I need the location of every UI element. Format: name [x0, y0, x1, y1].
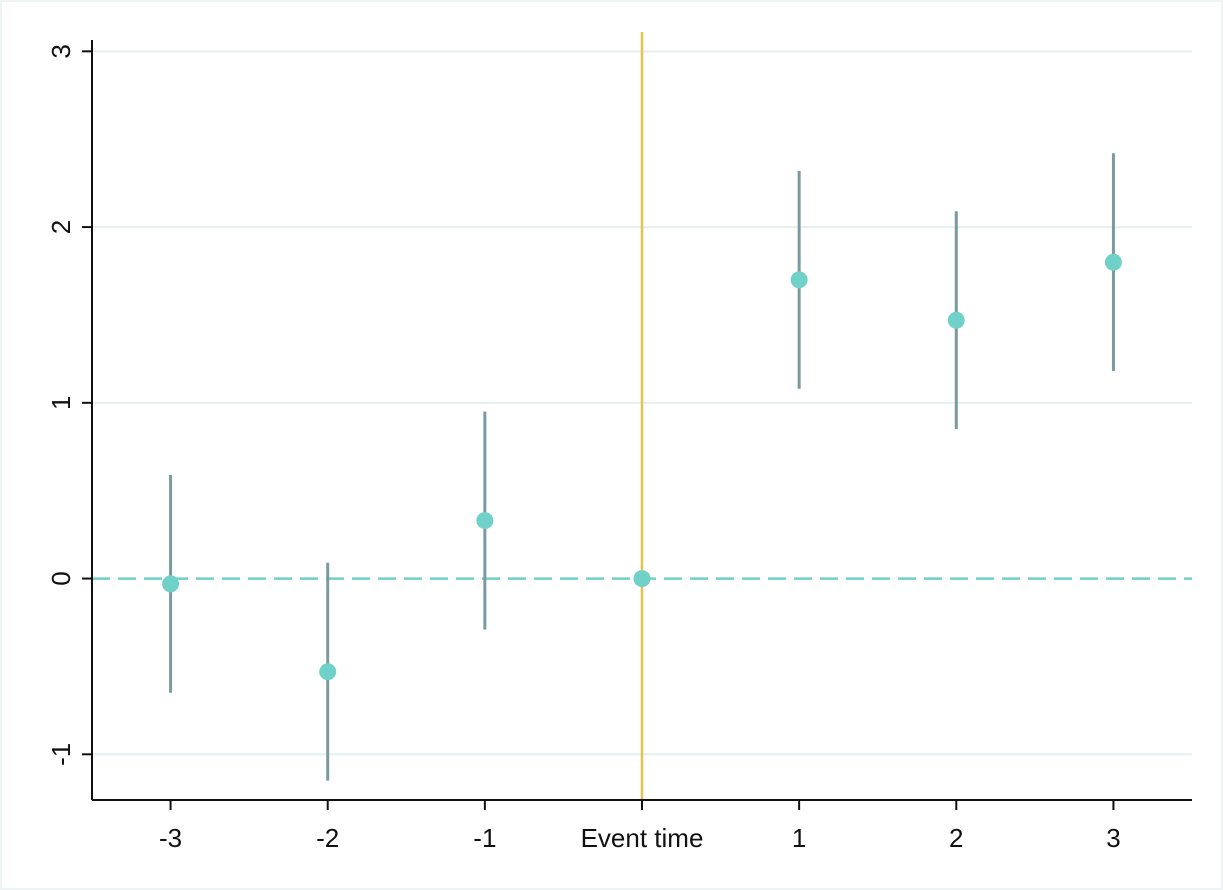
- reference-lines: [92, 32, 1192, 800]
- y-tick-label: 3: [46, 44, 76, 58]
- x-tick-label: -3: [159, 823, 182, 853]
- x-tick-label: -2: [316, 823, 339, 853]
- point-estimates: [162, 253, 1122, 681]
- point-estimate: [1104, 253, 1122, 271]
- x-tick-label: 3: [1106, 823, 1120, 853]
- point-estimate: [790, 271, 808, 289]
- x-tick-label: -1: [473, 823, 496, 853]
- y-tick-label: 0: [46, 571, 76, 585]
- y-tick-label: 1: [46, 396, 76, 410]
- y-tick-label: 2: [46, 220, 76, 234]
- point-estimate: [319, 663, 337, 681]
- point-estimate: [162, 575, 180, 593]
- point-estimate: [947, 311, 965, 329]
- x-tick-label: Event time: [581, 823, 704, 853]
- point-estimate: [633, 570, 651, 588]
- x-tick-label: 2: [949, 823, 963, 853]
- x-tick-label: 1: [792, 823, 806, 853]
- y-tick-label: -1: [46, 743, 76, 766]
- point-estimate: [476, 512, 494, 530]
- tick-labels: -1 0 1 2 3 -3 -2 -1 Event time 1 2 3: [46, 44, 1121, 853]
- axes: [82, 40, 1192, 810]
